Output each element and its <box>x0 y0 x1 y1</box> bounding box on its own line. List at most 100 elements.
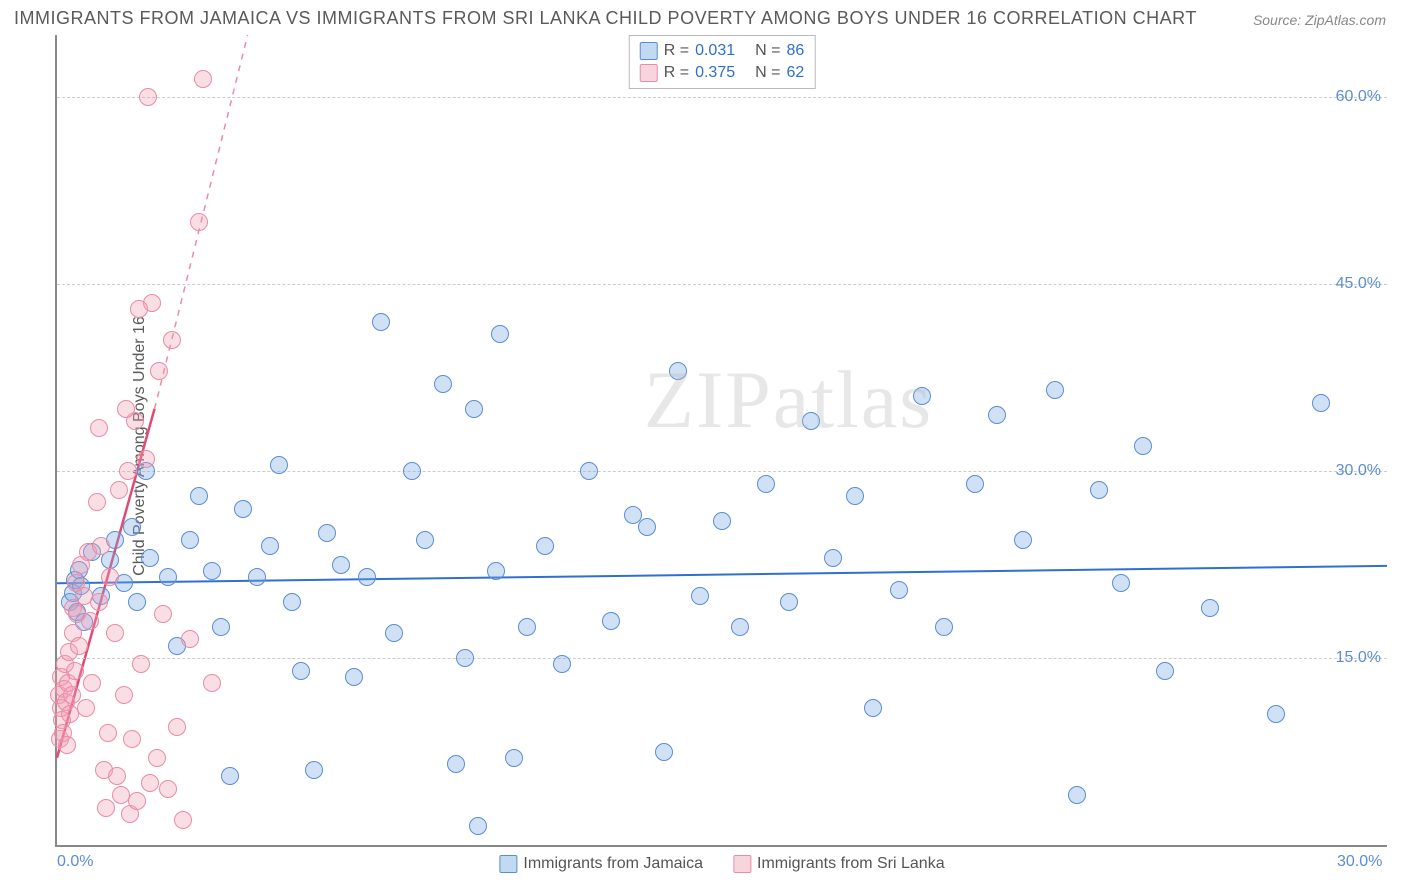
scatter-point <box>181 630 199 648</box>
scatter-point <box>90 419 108 437</box>
scatter-point <box>1068 786 1086 804</box>
scatter-point <box>203 674 221 692</box>
scatter-point <box>305 761 323 779</box>
trend-lines <box>57 35 1387 845</box>
scatter-point <box>518 618 536 636</box>
scatter-point <box>163 331 181 349</box>
scatter-point <box>505 749 523 767</box>
scatter-point <box>159 568 177 586</box>
scatter-point <box>372 313 390 331</box>
scatter-point <box>88 493 106 511</box>
scatter-point <box>81 612 99 630</box>
scatter-point <box>332 556 350 574</box>
scatter-point <box>92 537 110 555</box>
scatter-point <box>97 799 115 817</box>
gridline <box>57 97 1387 98</box>
scatter-point <box>757 475 775 493</box>
scatter-point <box>203 562 221 580</box>
scatter-point <box>536 537 554 555</box>
scatter-point <box>99 724 117 742</box>
y-tick-label: 30.0% <box>1336 462 1381 480</box>
x-tick-label: 0.0% <box>57 853 93 871</box>
legend-r-value: 0.031 <box>695 40 735 62</box>
scatter-point <box>1267 705 1285 723</box>
scatter-point <box>1046 381 1064 399</box>
gridline <box>57 471 1387 472</box>
watermark: ZIPatlas <box>644 353 933 447</box>
legend-label: Immigrants from Sri Lanka <box>757 855 945 873</box>
scatter-point <box>159 780 177 798</box>
legend-r-value: 0.375 <box>695 62 735 84</box>
scatter-point <box>935 618 953 636</box>
scatter-point <box>447 755 465 773</box>
scatter-point <box>221 767 239 785</box>
scatter-point <box>261 537 279 555</box>
scatter-point <box>212 618 230 636</box>
scatter-point <box>101 568 119 586</box>
scatter-point <box>248 568 266 586</box>
scatter-point <box>434 375 452 393</box>
scatter-point <box>174 811 192 829</box>
scatter-point <box>181 531 199 549</box>
scatter-point <box>403 462 421 480</box>
scatter-point <box>913 387 931 405</box>
scatter-point <box>128 593 146 611</box>
scatter-point <box>602 612 620 630</box>
legend-item: Immigrants from Sri Lanka <box>733 855 945 873</box>
scatter-point <box>148 749 166 767</box>
scatter-point <box>141 549 159 567</box>
legend-n-label: N = <box>755 40 780 62</box>
legend-n-label: N = <box>755 62 780 84</box>
scatter-point <box>824 549 842 567</box>
x-tick-label: 30.0% <box>1337 853 1382 871</box>
scatter-point <box>780 593 798 611</box>
scatter-point <box>139 88 157 106</box>
scatter-point <box>864 699 882 717</box>
scatter-point <box>385 624 403 642</box>
scatter-point <box>318 524 336 542</box>
scatter-point <box>638 518 656 536</box>
scatter-point <box>194 70 212 88</box>
y-tick-label: 60.0% <box>1336 88 1381 106</box>
scatter-point <box>1156 662 1174 680</box>
scatter-point <box>1090 481 1108 499</box>
scatter-point <box>270 456 288 474</box>
legend-n-value: 86 <box>786 40 804 62</box>
scatter-point <box>70 637 88 655</box>
scatter-point <box>456 649 474 667</box>
source-label: Source: ZipAtlas.com <box>1253 12 1386 28</box>
scatter-point <box>292 662 310 680</box>
scatter-point <box>802 412 820 430</box>
scatter-point <box>1112 574 1130 592</box>
legend-swatch <box>733 855 751 873</box>
chart-title: IMMIGRANTS FROM JAMAICA VS IMMIGRANTS FR… <box>14 8 1197 29</box>
scatter-point <box>491 325 509 343</box>
scatter-point <box>168 718 186 736</box>
scatter-point <box>141 774 159 792</box>
scatter-point <box>154 605 172 623</box>
scatter-point <box>1201 599 1219 617</box>
legend-item: Immigrants from Jamaica <box>499 855 703 873</box>
chart-container: IMMIGRANTS FROM JAMAICA VS IMMIGRANTS FR… <box>0 0 1406 892</box>
scatter-point <box>117 400 135 418</box>
scatter-point <box>190 487 208 505</box>
gridline <box>57 658 1387 659</box>
legend-label: Immigrants from Jamaica <box>523 855 703 873</box>
legend-r-label: R = <box>664 40 689 62</box>
scatter-point <box>123 518 141 536</box>
scatter-point <box>469 817 487 835</box>
legend-swatch <box>640 42 658 60</box>
scatter-point <box>106 624 124 642</box>
scatter-point <box>988 406 1006 424</box>
scatter-point <box>655 743 673 761</box>
scatter-point <box>966 475 984 493</box>
scatter-point <box>416 531 434 549</box>
scatter-point <box>890 581 908 599</box>
scatter-point <box>465 400 483 418</box>
scatter-point <box>123 730 141 748</box>
scatter-point <box>669 362 687 380</box>
series-legend: Immigrants from Jamaica Immigrants from S… <box>499 855 944 873</box>
scatter-point <box>90 593 108 611</box>
legend-row: R = 0.375N = 62 <box>640 62 805 84</box>
scatter-point <box>358 568 376 586</box>
